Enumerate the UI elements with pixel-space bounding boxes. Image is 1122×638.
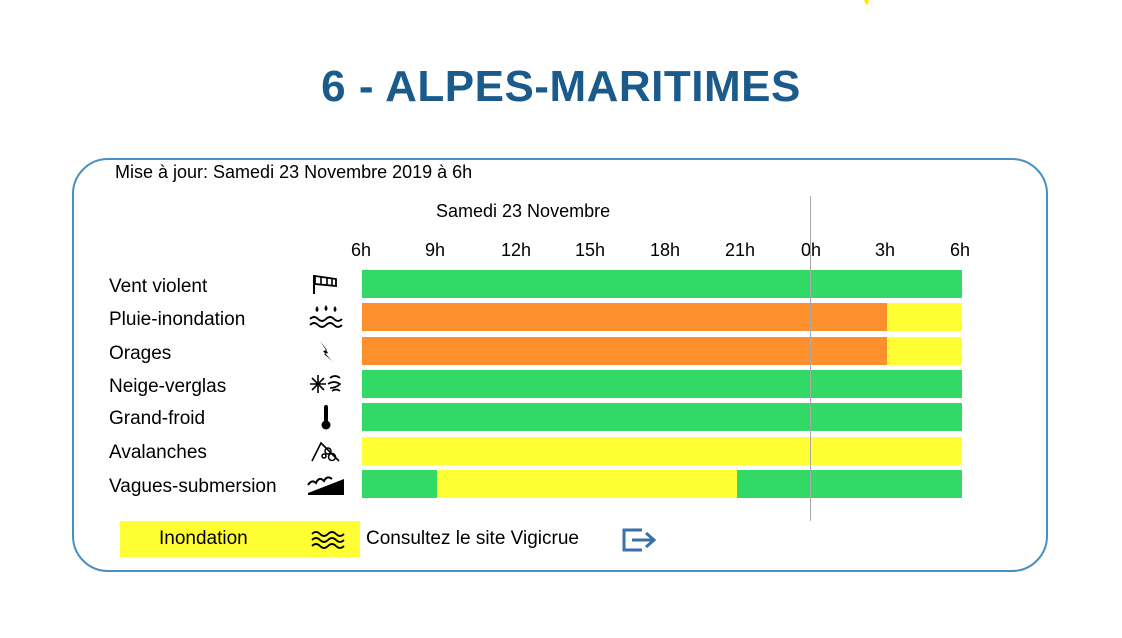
phenomenon-label: Grand-froid (109, 408, 206, 429)
midnight-line (810, 196, 811, 521)
lightning-icon (306, 337, 346, 365)
vigilance-segment-green (362, 403, 962, 431)
hour-tick: 12h (500, 240, 532, 260)
hour-tick: 3h (874, 240, 896, 260)
vigilance-segment-orange (362, 337, 887, 365)
vigilance-bar (362, 403, 962, 431)
vigilance-segment-green (362, 370, 962, 398)
update-timestamp: Mise à jour: Samedi 23 Novembre 2019 à 6… (115, 162, 473, 182)
hour-tick: 15h (574, 240, 606, 260)
vigilance-segment-yellow (887, 337, 962, 365)
hour-tick: 0h (800, 240, 822, 260)
phenomenon-label: Avalanches (109, 442, 207, 463)
page-title: 6 - ALPES-MARITIMES (321, 62, 801, 111)
inondation-label: Inondation (159, 528, 248, 549)
top-yellow-mark (864, 0, 869, 6)
vigilance-segment-orange (362, 303, 887, 331)
snow-ice-icon (306, 370, 346, 398)
day-label: Samedi 23 Novembre (436, 201, 611, 221)
avalanche-icon (306, 437, 346, 465)
phenomenon-label: Vagues-submersion (109, 476, 277, 497)
phenomenon-label: Neige-verglas (109, 376, 227, 397)
vigilance-bar (362, 270, 962, 298)
hour-tick: 6h (350, 240, 372, 260)
vigilance-segment-yellow (437, 470, 737, 498)
vigilance-bar (362, 303, 962, 331)
vigilance-segment-green (362, 470, 437, 498)
vigilance-segment-green (362, 270, 962, 298)
phenomenon-label: Orages (109, 343, 172, 364)
thermometer-icon (306, 403, 346, 431)
wave-submersion-icon (306, 470, 346, 498)
vigilance-bar (362, 337, 962, 365)
vigilance-panel (72, 158, 1048, 572)
hour-tick: 18h (649, 240, 681, 260)
vigicrue-link-text[interactable]: Consultez le site Vigicrue (366, 528, 579, 549)
vigilance-bar (362, 370, 962, 398)
vigilance-segment-green (737, 470, 962, 498)
vigilance-bar (362, 470, 962, 498)
phenomenon-label: Vent violent (109, 276, 208, 297)
vigilance-bar (362, 437, 962, 465)
flood-waves-icon (311, 531, 345, 549)
external-link-icon[interactable] (620, 524, 658, 554)
hour-tick: 21h (724, 240, 756, 260)
hour-tick: 6h (949, 240, 971, 260)
rain-flood-icon (306, 303, 346, 331)
vigilance-segment-yellow (887, 303, 962, 331)
windsock-icon (306, 270, 346, 298)
vigilance-segment-yellow (362, 437, 962, 465)
hour-tick: 9h (424, 240, 446, 260)
phenomenon-label: Pluie-inondation (109, 309, 246, 330)
